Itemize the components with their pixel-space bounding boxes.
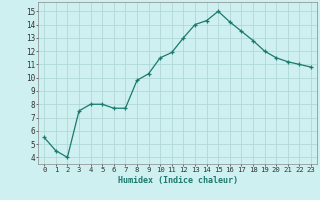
X-axis label: Humidex (Indice chaleur): Humidex (Indice chaleur) — [118, 176, 238, 185]
